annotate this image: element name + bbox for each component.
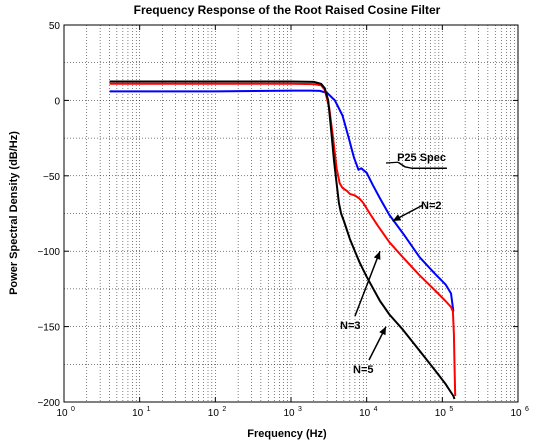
y-tick-label: 50: [49, 21, 61, 32]
x-tick-exponent: 0: [71, 406, 75, 413]
x-tick-label: 10: [208, 408, 220, 419]
annotation-arrowhead: [392, 214, 402, 221]
annotation-leader-line: [385, 161, 399, 164]
x-tick-label: 10: [56, 408, 68, 419]
p25-spec-line: [397, 161, 447, 170]
annotation-arrowhead: [379, 326, 386, 336]
x-tick-exponent: 4: [374, 406, 378, 413]
x-tick-exponent: 5: [449, 406, 453, 413]
annotation-arrow-line: [354, 250, 381, 317]
y-tick-label: 0: [54, 96, 60, 107]
series-group: [109, 80, 457, 400]
annotation-arrowhead: [373, 251, 381, 260]
annotation-label: N=2: [421, 200, 442, 212]
y-tick-label: −150: [37, 323, 60, 334]
series-line-n-5: [109, 80, 456, 400]
x-axis-label: Frequency (Hz): [247, 428, 327, 440]
annotation-label: N=5: [353, 364, 374, 376]
y-tick-label: −100: [37, 247, 60, 258]
x-tick-label: 10: [359, 408, 371, 419]
annotations-group: P25 Spec N=2 N=3 N=5: [340, 152, 446, 376]
y-tick-label: −200: [37, 398, 60, 409]
chart-title: Frequency Response of the Root Raised Co…: [134, 3, 441, 17]
x-tick-label: 10: [283, 408, 295, 419]
y-tick-label: −50: [43, 172, 60, 183]
x-tick-label: 10: [510, 408, 522, 419]
x-tick-exponent: 6: [525, 406, 529, 413]
annotation-label: P25 Spec: [397, 152, 446, 164]
y-axis-label: Power Spectral Density (dB/Hz): [8, 131, 20, 295]
x-tick-exponent: 3: [298, 406, 302, 413]
annotation-label: N=3: [340, 320, 361, 332]
x-tick-exponent: 1: [147, 406, 151, 413]
series-line-n-2: [109, 89, 455, 312]
x-tick-exponent: 2: [222, 406, 226, 413]
x-tick-label: 10: [132, 408, 144, 419]
x-tick-label: 10: [435, 408, 447, 419]
grid: [64, 25, 518, 402]
